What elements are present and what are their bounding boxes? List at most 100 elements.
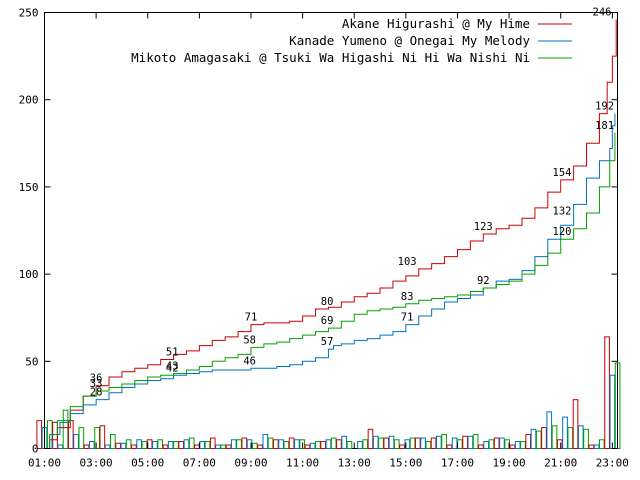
x-tick-label: 19:00 [493,457,526,470]
bar-green [94,427,100,450]
x-tick-label: 23:00 [596,457,629,470]
data-label: 42 [166,362,179,374]
data-label: 103 [398,256,417,268]
bar-red [525,434,532,449]
data-label: 28 [90,387,103,399]
data-label: 58 [243,334,256,346]
bar-blue [104,444,111,450]
bar-blue [577,425,584,449]
legend: Akane Higurashi @ My Hime Kanade Yumeno @… [131,16,572,65]
x-tick-label: 03:00 [80,457,113,470]
bar-green [393,439,400,449]
bar-green [598,439,605,449]
plot-frame [44,12,618,449]
bar-green [409,437,416,450]
bar-red [414,437,421,450]
bar-blue [546,411,553,450]
bar-green [188,437,195,450]
bar-red [131,444,137,450]
data-label: 46 [243,355,256,367]
bar-blue [593,444,600,450]
y-tick-label: 100 [19,268,39,281]
bar-red [241,437,248,450]
data-labels: 36 51 71 80 103 123 154 192 246 28 42 46 57 71 92 132 18… [90,6,614,398]
x-tick-label: 13:00 [338,457,371,470]
series-line-0 [44,19,617,449]
x-tick-label: 17:00 [441,457,474,470]
bar-red [320,441,326,449]
bar-green [551,425,558,449]
x-tick-label: 09:00 [234,457,267,470]
bar-blue [404,439,411,449]
bar-red [83,444,90,450]
bar-blue [57,444,64,450]
bar-blue [483,441,489,449]
hourly-bars [36,336,621,450]
bar-red [209,437,216,450]
bar-red [257,444,263,450]
bar-red [273,439,279,449]
x-tick-label: 01:00 [28,457,61,470]
data-label: 33 [90,378,103,390]
y-axis: 0 50 100 150 200 250 [19,7,618,456]
data-label: 69 [321,315,334,327]
bar-green [472,434,479,449]
bar-green [330,437,337,450]
bar-red [367,428,374,450]
bar-red [446,444,453,450]
bar-blue [215,444,221,450]
bar-green [378,437,384,450]
bar-blue [388,435,395,450]
bar-green [267,437,274,450]
x-axis: 01:00 03:00 05:00 07:00 09:00 11:00 13:00 15:00… [28,12,629,470]
bar-blue [183,439,190,449]
bar-blue [357,441,363,449]
bar-blue [499,437,505,450]
bar-blue [294,439,300,449]
y-tick-label: 0 [32,443,39,456]
bar-green [583,428,589,450]
bar-green [220,444,227,450]
bar-red [194,444,200,450]
bar-green [614,362,621,450]
bar-green [62,409,69,450]
bar-blue [467,435,474,450]
bar-red [162,444,169,450]
bar-green [78,427,85,450]
bar-red [478,444,484,450]
x-tick-label: 11:00 [286,457,319,470]
data-label: 192 [595,101,614,113]
bar-red [178,441,185,449]
bar-green [157,439,163,449]
bar-blue [262,434,269,449]
bar-red [572,399,579,450]
data-label: 154 [553,167,572,179]
bar-blue [246,439,253,449]
bar-blue [530,428,537,450]
bar-red [430,437,437,450]
data-label: 132 [553,205,572,217]
bar-red [493,437,500,450]
bar-blue [309,442,316,449]
bar-green [488,439,495,449]
bar-red [462,435,468,450]
data-label: 181 [595,120,614,132]
bar-red [52,421,58,449]
bar-green [125,439,132,449]
bar-blue [436,435,442,450]
data-label: 57 [321,336,334,348]
bar-blue [278,439,284,449]
bar-blue [514,441,521,449]
bar-red [383,437,390,450]
bar-red [304,444,311,450]
bar-green [441,434,447,449]
bar-red [541,427,547,450]
data-label: 83 [401,291,414,303]
y-tick-label: 200 [19,94,39,107]
bar-green [204,441,211,449]
bar-blue [167,441,174,449]
x-tick-label: 21:00 [544,457,577,470]
bar-blue [199,441,206,449]
x-tick-label: 07:00 [183,457,216,470]
